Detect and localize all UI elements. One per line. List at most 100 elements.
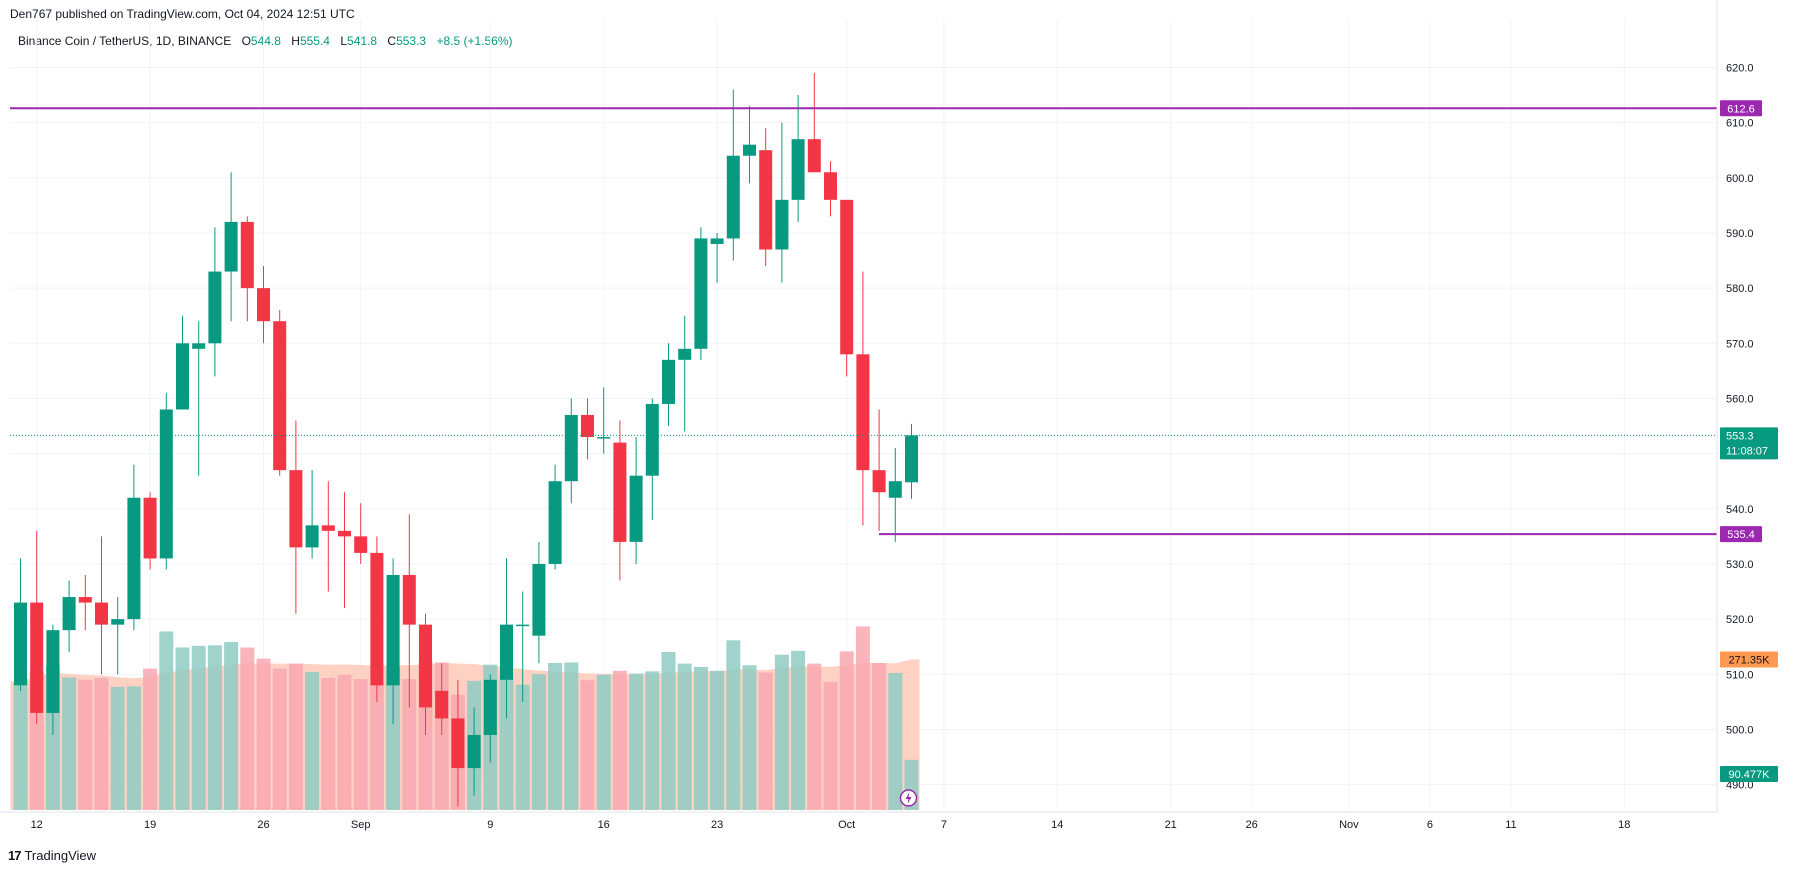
y-tick-label: 570.0 [1726,338,1754,350]
candle-body [759,150,773,250]
candle-body [905,435,918,483]
low-label: L [340,34,348,48]
candle-body [273,321,287,471]
candle-body [597,437,611,439]
candle-body [516,624,530,627]
candle [726,89,740,261]
candle-body [548,481,562,564]
candle-body [791,139,805,200]
candle-body [824,172,837,200]
tradingview-footer[interactable]: 17 TradingView [8,848,96,863]
volume-bar [839,651,854,810]
candle [516,591,530,702]
candle-body [143,497,157,559]
candle-body [305,525,319,548]
volume-bar [288,663,303,810]
volume-bar [596,674,611,810]
volume-bar [62,677,77,810]
publisher-header: Den767 published on TradingView.com, Oct… [10,7,355,21]
last-price-tag [1720,427,1778,460]
countdown-label: 11:08:07 [1726,445,1768,457]
candle-body [500,624,513,680]
level-price-tag [1720,526,1762,543]
candle [95,536,108,675]
candle [824,161,837,217]
change-value: +8.5 (+1.56%) [436,34,513,48]
candle [257,266,270,344]
candle-body [386,574,400,686]
x-tick-label: 26 [1246,819,1258,831]
high-label: H [291,34,300,48]
open-label: O [241,34,251,48]
volume-bar [272,668,287,810]
candle [192,321,206,476]
candle-body [662,359,675,404]
candle [30,530,44,724]
candle [678,315,692,432]
candle [759,128,773,267]
horizontal-levels[interactable] [10,107,1717,536]
candle-body [726,155,740,239]
candle [905,423,918,499]
symbol-title[interactable]: Binance Coin / TetherUS, 1D, BINANCE [18,34,232,48]
candle [791,95,805,222]
candle [62,580,76,653]
volume-bar [175,647,190,810]
candle [370,536,384,702]
low-value: 541.8 [347,34,378,48]
x-tick-label: 19 [144,819,156,831]
candlesticks[interactable] [14,72,918,807]
volume-bar [758,672,773,810]
candle [532,541,546,664]
symbol-legend: Binance Coin / TetherUS, 1D, BINANCE O54… [18,34,513,48]
candle [46,624,60,735]
candle [467,707,481,796]
candle-body [775,199,789,250]
volume-bar [256,658,271,810]
candle-body [872,470,886,493]
candle-body [402,574,416,625]
candle [645,398,659,520]
candle-body [856,354,870,471]
candle-body [613,442,627,542]
volume-bar [693,666,708,810]
volume-bar [78,679,93,810]
candle-body [435,690,449,719]
volume-bar [337,674,352,810]
candle-body [224,221,238,272]
volume-bar [353,679,368,810]
candle [289,420,303,614]
volume-bar [872,663,887,810]
volume-bar [580,680,595,810]
y-tick-label: 530.0 [1726,559,1754,571]
lightning-icon [899,789,918,807]
volume-bar [402,679,417,810]
volume-bar [791,650,806,810]
volume-ma-tag [1720,651,1778,668]
x-tick-label: 14 [1051,819,1063,831]
close-label: C [387,34,397,48]
candle [694,227,708,360]
volume-bar [726,640,741,810]
candle [273,310,287,476]
candle [872,409,886,531]
candle [176,315,189,410]
candle-body [354,536,368,553]
candle-body [370,552,384,686]
open-value: 544.8 [250,34,281,48]
volume-bar [240,647,255,810]
candle [483,674,497,763]
volume-bar [143,668,158,810]
candle [386,558,400,724]
candle [354,503,368,564]
candle [564,398,578,504]
volume-bar [110,686,125,810]
volume-bar [531,674,546,810]
candle [500,558,513,719]
candle [338,492,351,609]
candle-body [127,497,141,620]
volume-bar [774,654,789,810]
level-price-tag [1720,100,1762,117]
volume-bar [321,678,336,810]
